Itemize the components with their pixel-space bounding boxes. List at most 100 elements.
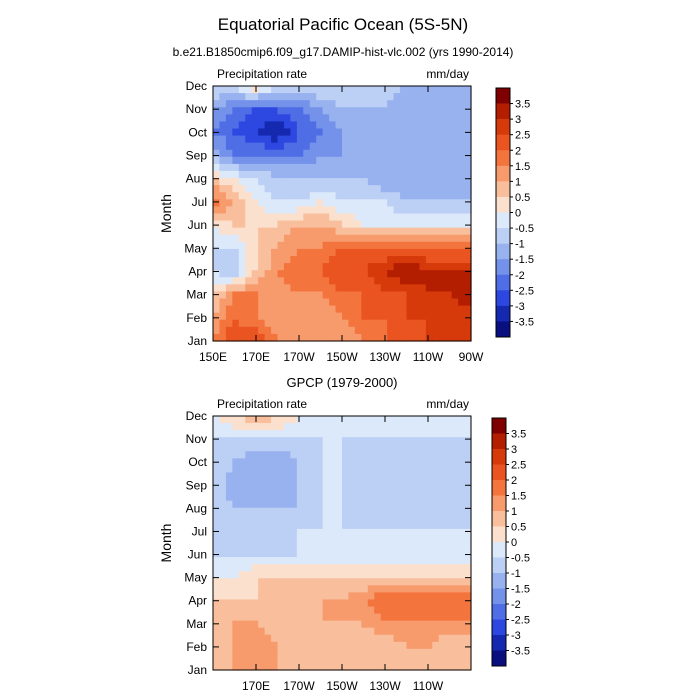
heatmap-cell — [387, 333, 395, 342]
heatmap-cell — [400, 655, 408, 664]
heatmap-cell — [335, 648, 343, 657]
heatmap-cell — [464, 465, 472, 474]
heatmap-cell — [361, 220, 369, 229]
heatmap-cell — [419, 149, 427, 158]
heatmap-cell — [219, 305, 227, 314]
heatmap-cell — [296, 241, 304, 250]
heatmap-cell — [425, 135, 433, 144]
heatmap-cell — [458, 149, 466, 158]
heatmap-cell — [213, 100, 221, 108]
heatmap-cell — [432, 333, 440, 342]
heatmap-cell — [464, 535, 472, 544]
heatmap-cell — [374, 578, 382, 586]
heatmap-cell — [438, 206, 446, 215]
heatmap-cell — [425, 479, 433, 488]
heatmap-cell — [219, 326, 227, 335]
colorbar-swatch — [496, 196, 510, 213]
heatmap-cell — [283, 298, 291, 307]
heatmap-cell — [232, 333, 240, 342]
heatmap-cell — [316, 100, 324, 108]
y-tick-label: Mar — [186, 617, 207, 631]
heatmap-cell — [374, 185, 382, 193]
heatmap-cell — [425, 326, 433, 335]
heatmap-cell — [271, 641, 279, 650]
heatmap-cell — [322, 199, 330, 208]
heatmap-cell — [458, 627, 466, 636]
heatmap-cell — [354, 458, 362, 466]
heatmap-cell — [296, 521, 304, 530]
heatmap-cell — [425, 171, 433, 179]
heatmap-cell — [342, 220, 350, 229]
heatmap-cell — [419, 521, 427, 530]
heatmap-cell — [419, 114, 427, 123]
heatmap-cell — [348, 333, 356, 342]
heatmap-cell — [445, 437, 453, 445]
heatmap-cell — [342, 121, 350, 130]
heatmap-cell — [283, 606, 291, 615]
heatmap-cell — [445, 585, 453, 593]
heatmap-cell — [451, 550, 459, 558]
heatmap-cell — [464, 305, 472, 314]
heatmap-cell — [367, 437, 375, 445]
heatmap-cell — [400, 571, 408, 579]
heatmap-cell — [432, 451, 440, 459]
heatmap-cell — [238, 178, 246, 186]
heatmap-cell — [264, 634, 272, 643]
heatmap-cell — [458, 121, 466, 130]
heatmap-cell — [419, 142, 427, 151]
heatmap-cell — [316, 270, 324, 278]
heatmap-cell — [393, 500, 401, 509]
heatmap-cell — [303, 437, 311, 445]
heatmap-cell — [374, 437, 382, 445]
heatmap-cell — [322, 634, 330, 643]
heatmap-cell — [296, 100, 304, 108]
heatmap-cell — [348, 465, 356, 474]
heatmap-cell — [232, 571, 240, 579]
heatmap-cell — [225, 256, 233, 264]
heatmap-cell — [225, 291, 233, 300]
heatmap-cell — [264, 227, 272, 236]
heatmap-cell — [277, 163, 285, 172]
heatmap-cell — [380, 128, 388, 137]
heatmap-cell — [309, 284, 317, 293]
heatmap-cell — [348, 451, 356, 459]
heatmap-cell — [258, 149, 266, 158]
heatmap-cell — [251, 648, 259, 657]
heatmap-cell — [438, 263, 446, 271]
heatmap-cell — [387, 592, 395, 601]
heatmap-cell — [419, 430, 427, 438]
heatmap-cell — [322, 599, 330, 608]
heatmap-cell — [406, 451, 414, 459]
heatmap-cell — [419, 135, 427, 144]
heatmap-cell — [316, 627, 324, 636]
heatmap-cell — [438, 550, 446, 558]
heatmap-cell — [425, 256, 433, 264]
heatmap-cell — [271, 312, 279, 321]
heatmap-cell — [232, 444, 240, 452]
heatmap-cell — [335, 93, 343, 101]
heatmap-cell — [283, 430, 291, 438]
heatmap-cell — [432, 423, 440, 431]
heatmap-cell — [348, 185, 356, 193]
heatmap-cell — [451, 156, 459, 165]
heatmap-cell — [400, 543, 408, 551]
heatmap-cell — [419, 564, 427, 572]
heatmap-cell — [380, 312, 388, 321]
colorbar-swatch — [492, 573, 506, 589]
y-tick-label: Dec — [186, 409, 207, 423]
heatmap-cell — [380, 114, 388, 123]
heatmap-cell — [238, 199, 246, 208]
heatmap-cell — [367, 430, 375, 438]
heatmap-cell — [419, 241, 427, 250]
heatmap-cell — [271, 571, 279, 579]
heatmap-cell — [251, 627, 259, 636]
heatmap-cell — [400, 163, 408, 172]
heatmap-cell — [342, 142, 350, 151]
heatmap-cell — [393, 599, 401, 608]
heatmap-cell — [393, 263, 401, 271]
heatmap-cell — [329, 564, 337, 572]
heatmap-cell — [451, 613, 459, 622]
heatmap-cell — [374, 156, 382, 165]
heatmap-cell — [367, 114, 375, 123]
heatmap-cell — [425, 486, 433, 495]
